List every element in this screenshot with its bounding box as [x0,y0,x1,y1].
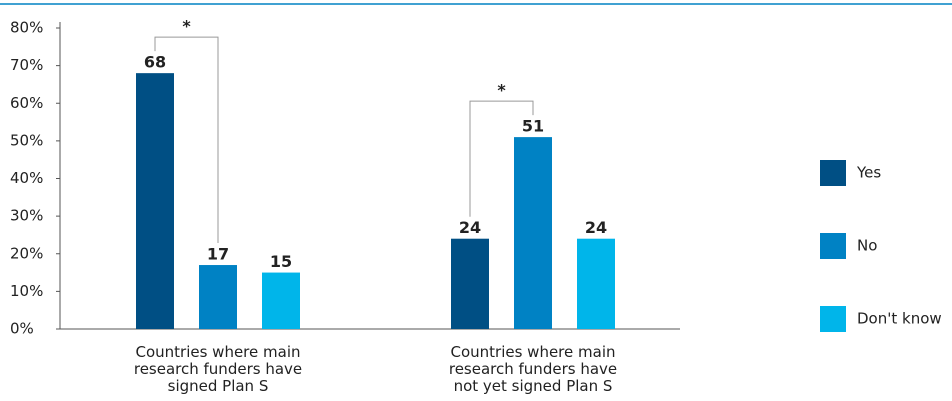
y-tick-label: 40% [10,169,43,187]
y-tick-label: 60% [10,94,43,112]
legend-label: Yes [856,164,881,182]
value-label: 24 [585,218,607,237]
bar [262,272,300,329]
bar [577,238,615,329]
legend-swatch [820,306,846,332]
legend-label: No [857,237,877,255]
y-tick-label: 20% [10,244,43,262]
x-tick-label: Countries where main research funders ha… [448,343,618,395]
legend-swatch [820,160,846,186]
legend-label: Don't know [857,310,942,328]
value-label: 15 [270,252,292,271]
bar [514,137,552,329]
significance-bracket [154,36,219,244]
legend-swatch [820,233,846,259]
bar [199,265,237,329]
significance-bracket [469,100,534,217]
annotation: * [182,17,191,36]
bar [136,73,174,330]
value-label: 51 [522,117,544,136]
y-tick-label: 10% [10,282,43,300]
value-label: 17 [207,245,229,264]
bar [451,238,489,329]
x-tick-label: Countries where main research funders ha… [133,343,303,395]
value-label: 24 [459,218,481,237]
y-tick-label: 50% [10,131,43,149]
annotation: * [497,81,506,100]
y-tick-label: 0% [10,320,34,338]
value-label: 68 [144,53,166,72]
y-tick-label: 80% [10,19,43,37]
y-tick-label: 30% [10,207,43,225]
y-tick-label: 70% [10,56,43,74]
